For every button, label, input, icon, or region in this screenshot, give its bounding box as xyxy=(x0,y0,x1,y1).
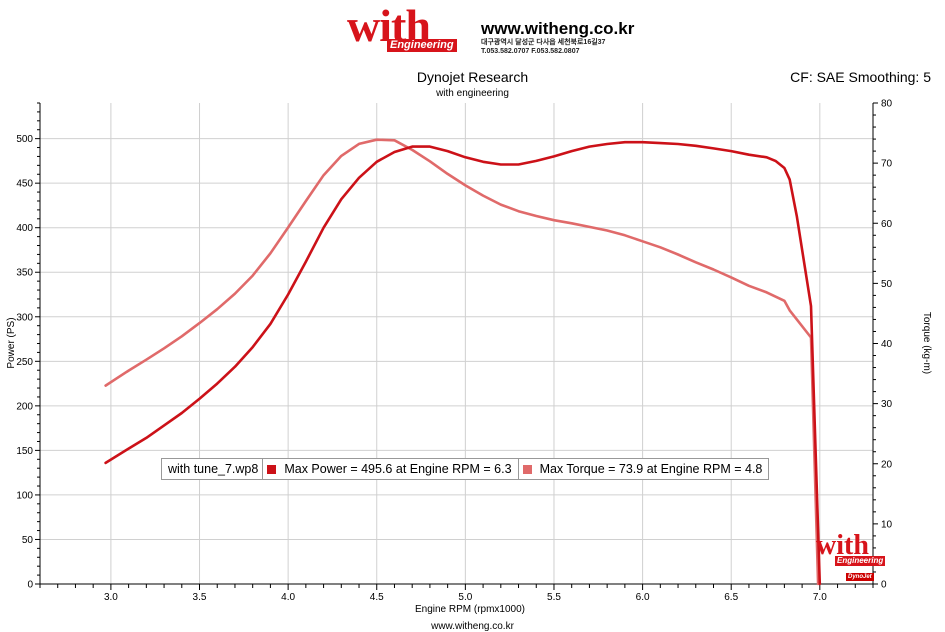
x-tick-label: 5.5 xyxy=(547,592,561,603)
y-right-tick-label: 50 xyxy=(881,279,893,290)
y-left-tick-label: 300 xyxy=(16,312,33,323)
y-left-tick-label: 100 xyxy=(16,490,33,501)
y-left-tick-label: 400 xyxy=(16,223,33,234)
legend-power-text: Max Power = 495.6 at Engine RPM = 6.3 xyxy=(284,462,512,476)
y-left-tick-label: 50 xyxy=(22,535,34,546)
axes: 3.0 3.5 4.0 4.5 5.0 5.5 6.0 6.5 7.00501001502002… xyxy=(16,99,892,604)
y-right-tick-label: 80 xyxy=(881,99,893,110)
legend-torque-text: Max Torque = 73.9 at Engine RPM = 4.8 xyxy=(539,462,763,476)
header-logo: with Engineering xyxy=(347,0,457,54)
y-right-tick-label: 60 xyxy=(881,219,893,230)
corner-dynojet-badge: DynoJet xyxy=(846,573,874,581)
y-right-tick-label: 70 xyxy=(881,159,893,170)
x-tick-label: 6.5 xyxy=(724,592,738,603)
legend-swatch-power xyxy=(267,464,277,474)
chart-legend: with tune_7.wp8 Max Power = 495.6 at Eng… xyxy=(161,458,770,480)
phone-fax-text: T.053.582.0707 F.053.582.0807 xyxy=(481,48,580,55)
x-axis-title: Engine RPM (rpmx1000) xyxy=(415,604,525,615)
x-tick-label: 4.5 xyxy=(370,592,384,603)
y-right-tick-label: 30 xyxy=(881,399,893,410)
x-tick-label: 7.0 xyxy=(813,592,827,603)
y-left-tick-label: 150 xyxy=(16,446,33,457)
y-axis-left-title: Power (PS) xyxy=(6,317,17,368)
legend-item-power: Max Power = 495.6 at Engine RPM = 6.3 xyxy=(262,459,517,479)
legend-run-name: with tune_7.wp8 xyxy=(168,462,259,476)
y-left-tick-label: 250 xyxy=(16,357,33,368)
y-left-tick-label: 350 xyxy=(16,268,33,279)
footer-url[interactable]: www.witheng.co.kr xyxy=(431,621,514,632)
y-left-tick-label: 450 xyxy=(16,179,33,190)
logo-subtext: Engineering xyxy=(387,39,457,52)
plot-area xyxy=(40,103,873,584)
site-url[interactable]: www.witheng.co.kr xyxy=(481,19,635,38)
y-left-tick-label: 0 xyxy=(27,580,33,591)
y-right-tick-label: 10 xyxy=(881,519,893,530)
x-tick-label: 3.0 xyxy=(104,592,118,603)
x-tick-label: 3.5 xyxy=(193,592,207,603)
corner-logo-wordmark: with xyxy=(816,530,869,561)
y-right-tick-label: 40 xyxy=(881,339,893,350)
corner-logo: with Engineering DynoJet xyxy=(813,530,893,586)
y-axis-right-title: Torque (kg-m) xyxy=(921,312,932,374)
chart-subtitle: with engineering xyxy=(436,88,509,99)
header-contact: www.witheng.co.kr 대구광역시 달성군 다사읍 세천북로16길3… xyxy=(481,20,634,56)
corner-logo-subtext: Engineering xyxy=(835,556,886,566)
y-right-tick-label: 20 xyxy=(881,459,893,470)
series-line-power xyxy=(104,140,822,586)
correction-factor-label: CF: SAE Smoothing: 5 xyxy=(790,69,931,85)
x-tick-label: 6.0 xyxy=(636,592,650,603)
x-tick-label: 5.0 xyxy=(458,592,472,603)
x-tick-label: 4.0 xyxy=(281,592,295,603)
chart-title: Dynojet Research xyxy=(416,69,529,85)
legend-item-torque: Max Torque = 73.9 at Engine RPM = 4.8 xyxy=(517,459,769,479)
series-lines xyxy=(104,138,822,586)
y-left-tick-label: 200 xyxy=(16,401,33,412)
legend-swatch-torque xyxy=(522,464,532,474)
y-left-tick-label: 500 xyxy=(16,134,33,145)
address-text: 대구광역시 달성군 다사읍 세천북로16길37 xyxy=(481,39,606,46)
y-right-tick-label: 0 xyxy=(881,580,887,591)
series-line-torque xyxy=(104,138,820,586)
